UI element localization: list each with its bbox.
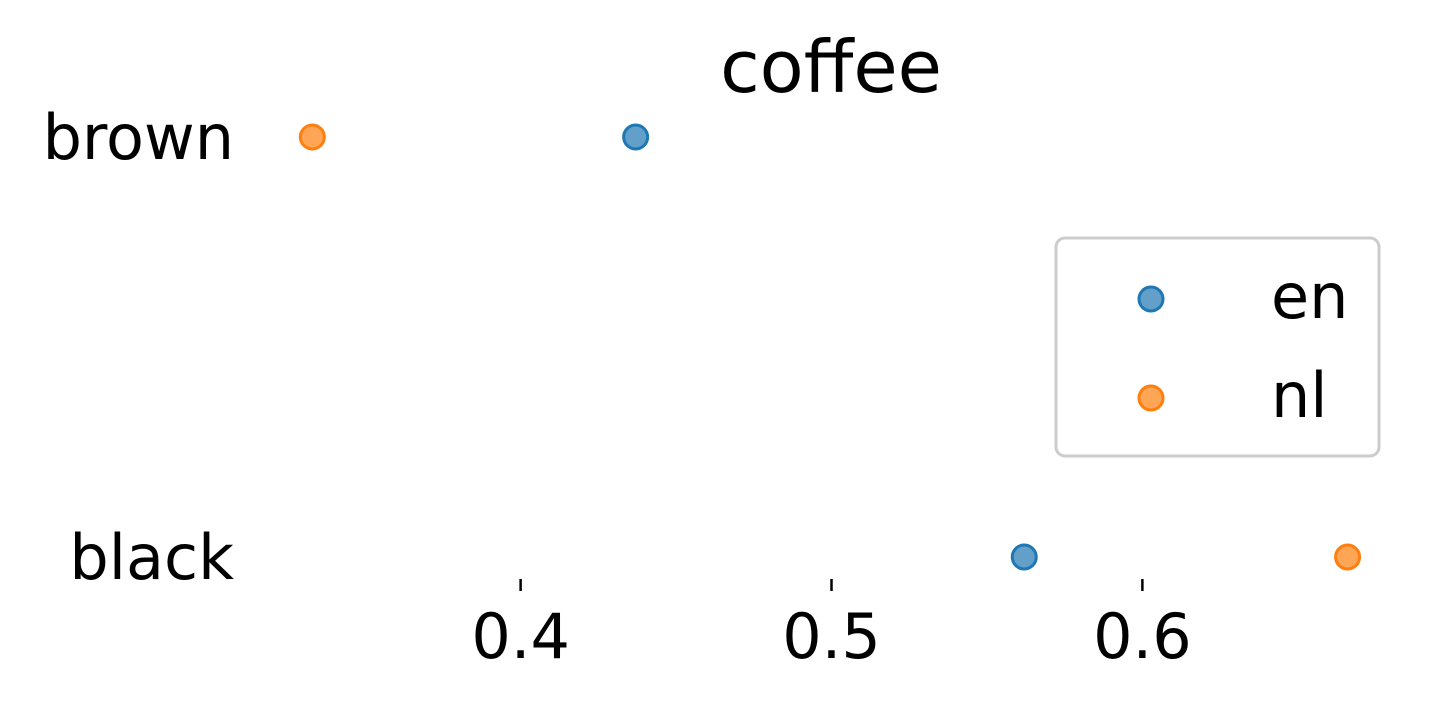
chart-title: coffee	[720, 25, 942, 109]
legend: en nl	[1054, 236, 1381, 458]
x-tick-label: 0.5	[782, 600, 881, 673]
point-nl-black	[1334, 543, 1362, 571]
legend-marker-en	[1137, 285, 1165, 313]
legend-marker-nl	[1137, 384, 1165, 412]
category-label-black: black	[69, 521, 234, 594]
point-nl-brown	[298, 123, 326, 151]
point-en-brown	[622, 123, 650, 151]
category-label-brown: brown	[43, 101, 234, 174]
x-axis-ticks: 0.4 0.5 0.6	[471, 579, 1192, 673]
legend-label-en: en	[1271, 260, 1348, 333]
point-en-black	[1010, 543, 1038, 571]
data-points	[298, 123, 1362, 571]
category-labels: brown black	[43, 101, 235, 594]
legend-label-nl: nl	[1271, 359, 1328, 432]
x-tick-label: 0.4	[471, 600, 570, 673]
x-tick-label: 0.6	[1093, 600, 1192, 673]
legend-frame	[1054, 236, 1381, 458]
